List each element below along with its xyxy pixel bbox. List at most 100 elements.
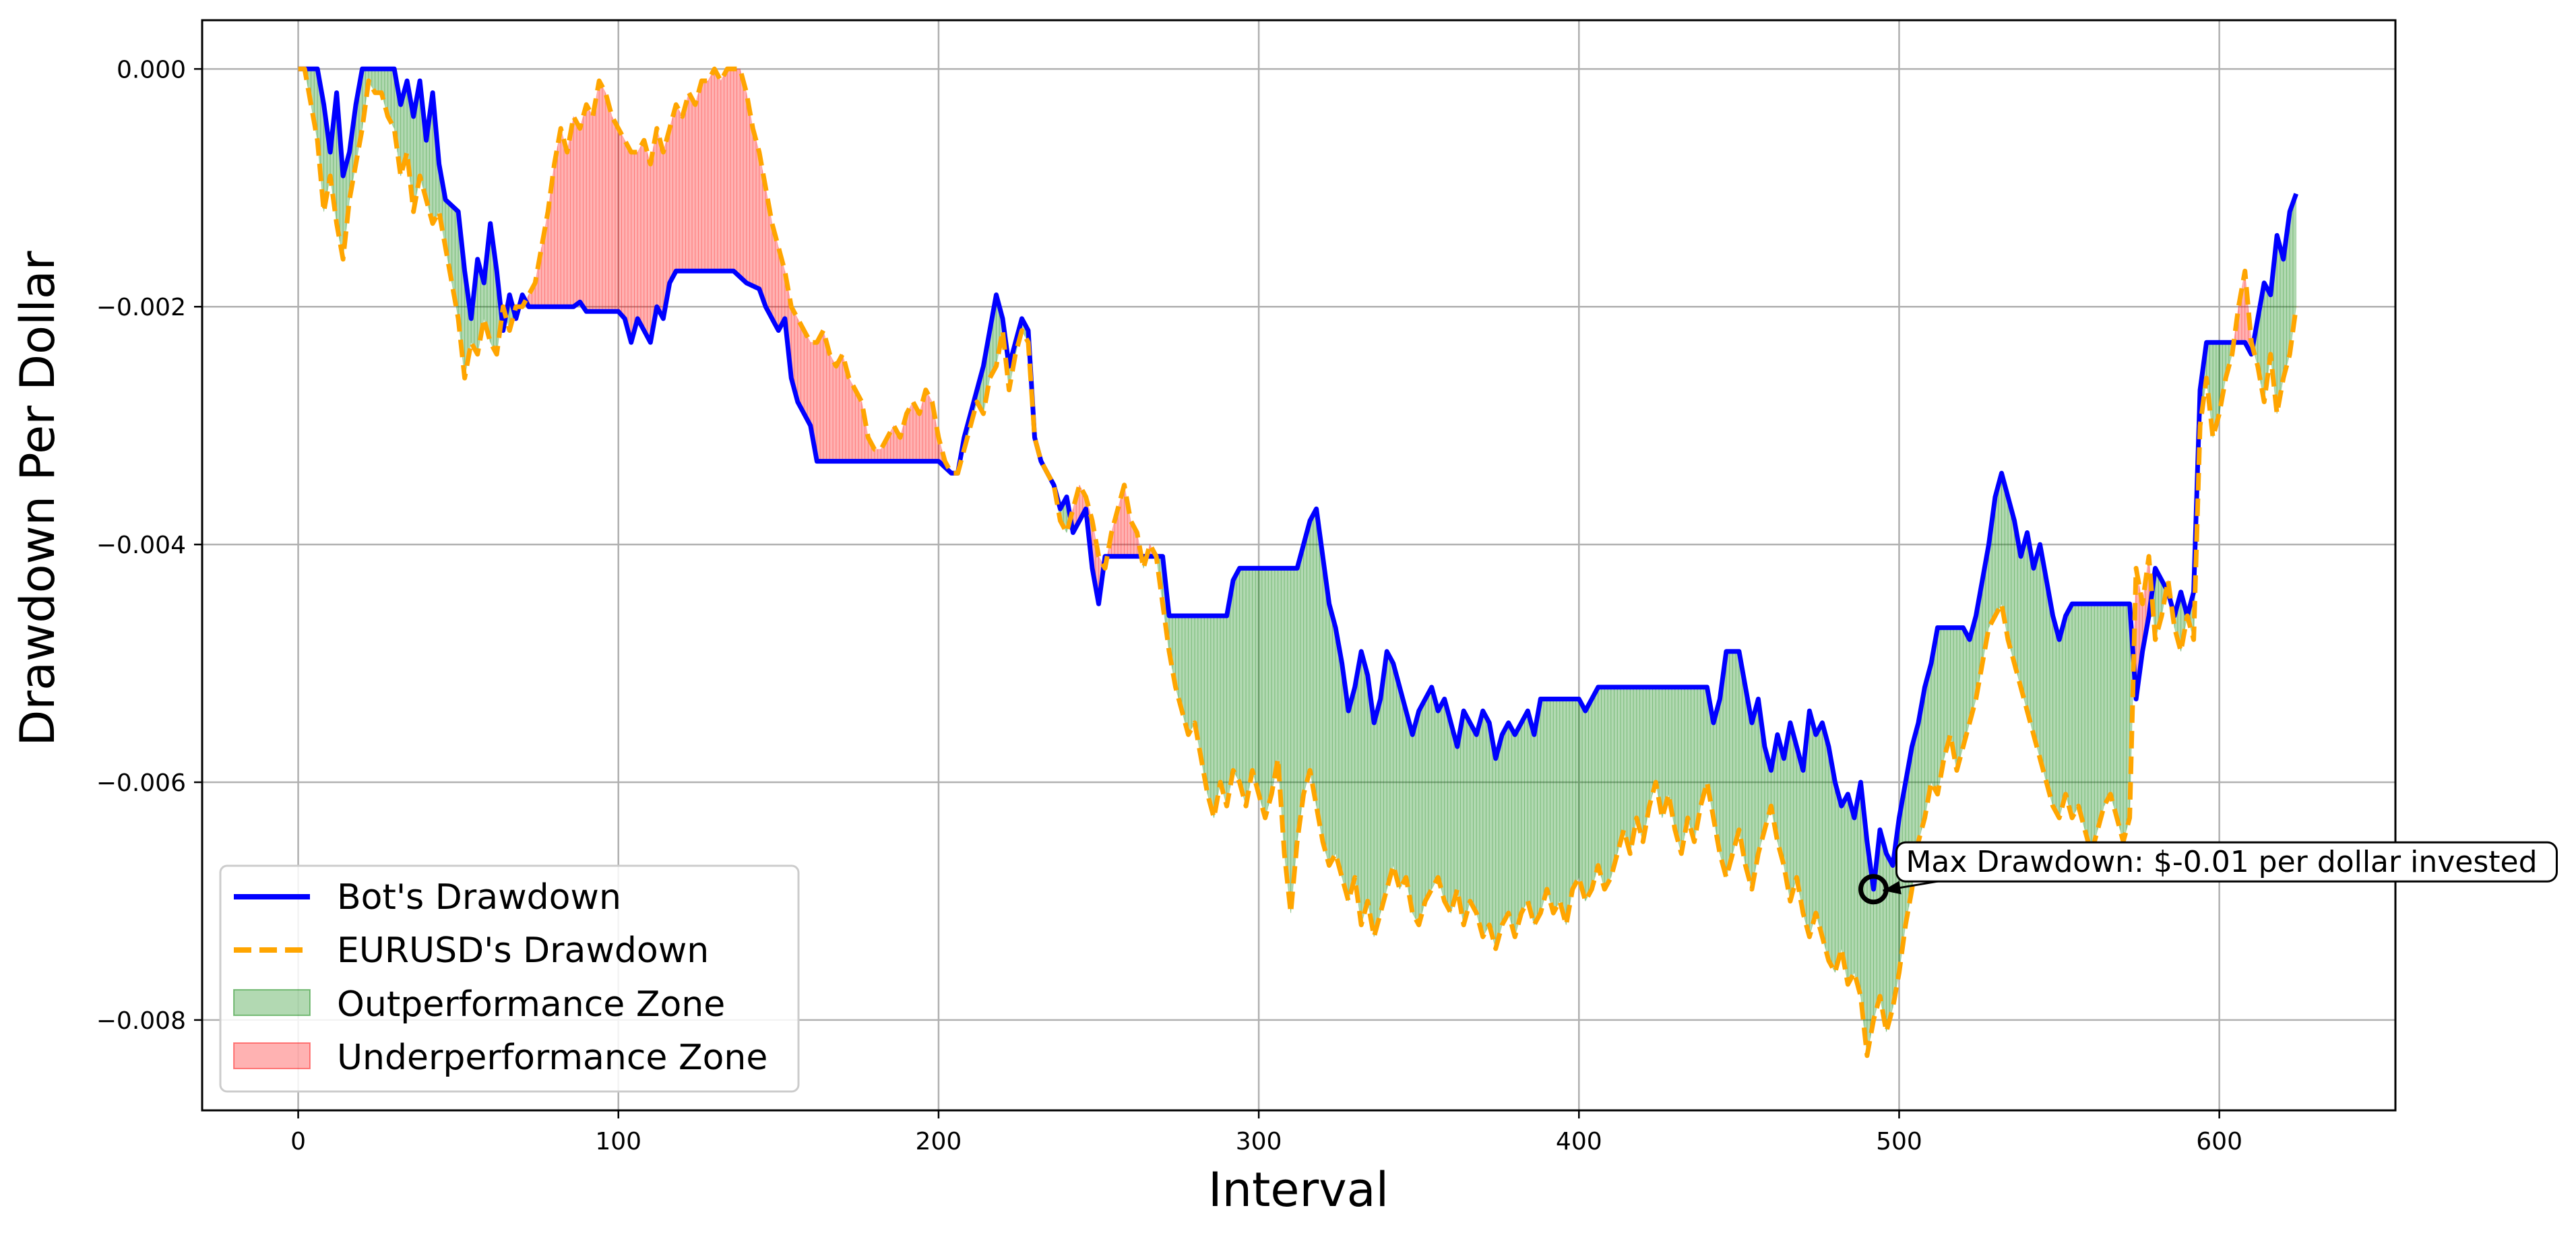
outperformance-zone-segment bbox=[2084, 603, 2089, 842]
outperformance-zone-segment bbox=[1338, 645, 1343, 878]
outperformance-zone-segment bbox=[1883, 842, 1887, 1032]
outperformance-zone-segment bbox=[1395, 675, 1400, 889]
underperformance-zone-segment bbox=[1117, 497, 1122, 557]
outperformance-zone-segment bbox=[1290, 567, 1294, 914]
outperformance-zone-segment bbox=[1335, 627, 1340, 866]
underperformance-zone-segment bbox=[576, 122, 581, 305]
outperformance-zone-segment bbox=[1185, 615, 1189, 735]
outperformance-zone-segment bbox=[1453, 734, 1458, 901]
y-tick-label: −0.002 bbox=[96, 294, 186, 321]
outperformance-zone-segment bbox=[1947, 627, 1951, 747]
outperformance-zone-segment bbox=[1380, 675, 1384, 914]
outperformance-zone-segment bbox=[1265, 567, 1269, 819]
outperformance-zone-segment bbox=[1639, 687, 1643, 842]
outperformance-zone-segment bbox=[1207, 615, 1212, 806]
underperformance-zone-segment bbox=[592, 98, 596, 312]
outperformance-zone-segment bbox=[1431, 687, 1435, 890]
outperformance-zone-segment bbox=[2078, 603, 2082, 819]
underperformance-zone-segment bbox=[695, 92, 699, 272]
underperformance-zone-segment bbox=[675, 104, 680, 272]
underperformance-zone-segment bbox=[829, 354, 834, 462]
outperformance-zone-segment bbox=[1271, 567, 1276, 794]
outperformance-zone-segment bbox=[1745, 687, 1749, 878]
outperformance-zone-segment bbox=[1280, 567, 1285, 854]
outperformance-zone-segment bbox=[1796, 746, 1800, 895]
outperformance-zone-segment bbox=[1623, 687, 1628, 842]
underperformance-zone-segment bbox=[544, 211, 548, 307]
outperformance-zone-segment bbox=[1229, 579, 1234, 788]
outperformance-zone-segment bbox=[1581, 705, 1586, 901]
outperformance-zone-segment bbox=[1255, 567, 1259, 794]
outperformance-zone-segment bbox=[1178, 615, 1183, 711]
outperformance-zone-segment bbox=[1563, 699, 1567, 925]
outperformance-zone-segment bbox=[1879, 829, 1884, 1015]
outperformance-zone-segment bbox=[2091, 603, 2095, 854]
underperformance-zone-segment bbox=[672, 104, 677, 278]
outperformance-zone-segment bbox=[1428, 687, 1433, 895]
underperformance-zone-segment bbox=[637, 146, 641, 325]
outperformance-zone-segment bbox=[1748, 705, 1753, 889]
x-tick-label: 0 bbox=[290, 1128, 306, 1155]
outperformance-zone-segment bbox=[2052, 615, 2056, 813]
outperformance-zone-segment bbox=[1434, 699, 1439, 884]
outperformance-zone-segment bbox=[2216, 342, 2220, 426]
outperformance-zone-segment bbox=[1517, 722, 1522, 925]
underperformance-zone-segment bbox=[602, 86, 606, 312]
underperformance-zone-segment bbox=[749, 110, 753, 287]
outperformance-zone-segment bbox=[1578, 699, 1583, 889]
x-tick-label: 500 bbox=[1876, 1128, 1922, 1155]
outperformance-zone-segment bbox=[1236, 568, 1240, 783]
outperformance-zone-segment bbox=[1470, 722, 1474, 908]
x-tick-label: 600 bbox=[2196, 1128, 2242, 1155]
outperformance-zone-segment bbox=[1357, 651, 1362, 925]
y-tick-label: −0.006 bbox=[96, 769, 186, 797]
outperformance-zone-segment bbox=[1242, 567, 1247, 806]
outperformance-zone-segment bbox=[1322, 556, 1327, 854]
outperformance-zone-segment bbox=[1834, 782, 1839, 973]
outperformance-zone-segment bbox=[1831, 764, 1835, 973]
outperformance-zone-segment bbox=[1274, 567, 1279, 777]
outperformance-zone-segment bbox=[1245, 567, 1250, 806]
underperformance-zone-segment bbox=[858, 395, 862, 462]
underperformance-zone-segment bbox=[701, 80, 705, 272]
underperformance-zone-segment bbox=[717, 74, 722, 272]
underperformance-zone-segment bbox=[656, 128, 661, 313]
outperformance-zone-segment bbox=[1841, 800, 1846, 967]
outperformance-zone-segment bbox=[1354, 669, 1358, 901]
axis-ticks: 0 100 200 300 400 500 600 0.000 −0.002 −0.004 −0.0… bbox=[96, 56, 2242, 1155]
outperformance-zone-segment bbox=[1963, 627, 1967, 747]
underperformance-zone-segment bbox=[768, 205, 773, 319]
outperformance-zone-segment bbox=[2081, 603, 2085, 830]
underperformance-zone-segment bbox=[2241, 271, 2246, 343]
y-axis-title: Drawdown Per Dollar bbox=[10, 251, 65, 746]
outperformance-zone-segment bbox=[1501, 728, 1506, 925]
outperformance-zone-segment bbox=[1232, 573, 1237, 777]
x-tick-label: 200 bbox=[916, 1128, 962, 1155]
outperformance-zone-segment bbox=[1463, 710, 1468, 925]
underperformance-zone-segment bbox=[925, 389, 930, 462]
outperformance-zone-segment bbox=[2065, 609, 2069, 806]
outperformance-zone-segment bbox=[1565, 699, 1570, 925]
underperformance-zone-segment bbox=[589, 110, 594, 312]
outperformance-zone-segment bbox=[1627, 687, 1631, 854]
outperformance-zone-segment bbox=[1819, 722, 1823, 937]
outperformance-zone-segment bbox=[1738, 651, 1743, 848]
outperformance-zone-segment bbox=[1837, 794, 1842, 961]
eurusd-drawdown-line bbox=[298, 66, 2299, 1058]
outperformance-zone-segment bbox=[1188, 615, 1192, 735]
outperformance-zone-segment bbox=[1943, 627, 1948, 759]
x-axis-title: Interval bbox=[1208, 1162, 1389, 1217]
outperformance-zone-segment bbox=[1351, 687, 1356, 889]
underperformance-zone-segment bbox=[807, 336, 811, 426]
outperformance-zone-segment bbox=[1287, 567, 1292, 914]
outperformance-zone-segment bbox=[1239, 567, 1243, 794]
outperformance-zone-segment bbox=[1329, 604, 1333, 866]
outperformance-zone-segment bbox=[1678, 687, 1682, 854]
outperformance-zone-segment bbox=[1418, 705, 1422, 925]
outperformance-zone-segment bbox=[1249, 567, 1253, 788]
outperformance-zone-segment bbox=[1258, 567, 1263, 806]
underperformance-zone-segment bbox=[704, 80, 709, 272]
outperformance-zone-segment bbox=[1662, 687, 1666, 819]
underperformance-zone-segment bbox=[743, 80, 747, 284]
outperformance-zone-segment bbox=[1459, 711, 1464, 925]
